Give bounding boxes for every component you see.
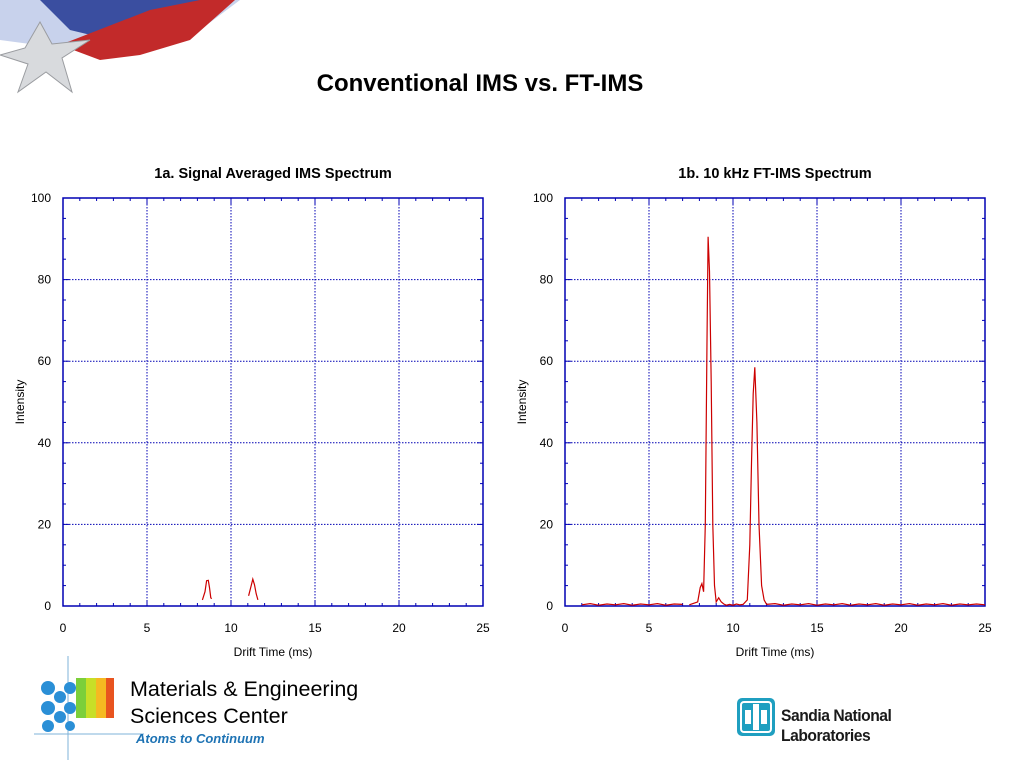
thunderbird-icon: [737, 698, 775, 736]
x-tick-label: 20: [392, 621, 406, 635]
corner-star-graphic: [0, 0, 240, 94]
y-tick-label: 80: [540, 273, 554, 287]
y-tick-label: 20: [540, 517, 554, 531]
x-tick-label: 10: [224, 621, 238, 635]
x-axis-label: Drift Time (ms): [234, 645, 313, 659]
plot-frame: [564, 197, 986, 607]
x-tick-label: 15: [810, 621, 824, 635]
series-line: [689, 236, 986, 606]
x-axis-label: Drift Time (ms): [736, 645, 815, 659]
y-tick-label: 100: [31, 191, 51, 205]
x-tick-label: 15: [308, 621, 322, 635]
center-name-line1: Materials & Engineering: [130, 677, 359, 701]
plot-frame: [62, 197, 484, 607]
y-tick-label: 80: [38, 273, 52, 287]
x-tick-label: 25: [476, 621, 490, 635]
chart-ft-ims: 1b. 10 kHz FT-IMS Spectrum 0 5 10 15 20 25 0 20 4…: [512, 160, 1012, 660]
y-tick-label: 0: [44, 599, 51, 613]
y-tick-label: 40: [38, 436, 52, 450]
y-tick-label: 60: [540, 354, 554, 368]
chart-title: 1a. Signal Averaged IMS Spectrum: [154, 166, 391, 182]
y-axis-label: Intensity: [13, 380, 27, 425]
x-tick-label: 10: [726, 621, 740, 635]
slide-title: Conventional IMS vs. FT-IMS: [316, 70, 644, 97]
chart-title: 1b. 10 kHz FT-IMS Spectrum: [678, 166, 871, 182]
x-tick-label: 25: [978, 621, 992, 635]
chart-svg: 1b. 10 kHz FT-IMS Spectrum 0 5 10 15 20 25 0 20 4…: [515, 166, 992, 659]
y-tick-label: 100: [533, 191, 553, 205]
y-tick-label: 60: [38, 354, 52, 368]
series-line: [581, 602, 683, 606]
x-tick-label: 5: [646, 621, 653, 635]
x-tick-label: 0: [60, 621, 67, 635]
y-tick-label: 20: [38, 517, 52, 531]
sandia-logo: Sandia National Laboratories: [737, 698, 977, 745]
chart-signal-averaged: 1a. Signal Averaged IMS Spectrum 0 5 10 15 20…: [10, 160, 510, 660]
y-tick-label: 40: [540, 436, 554, 450]
x-tick-label: 20: [894, 621, 908, 635]
mesc-logo: [34, 656, 144, 760]
lab-name: Sandia National Laboratories: [781, 706, 892, 745]
series-line: [248, 576, 259, 601]
chart-svg: 1a. Signal Averaged IMS Spectrum 0 5 10 15 20…: [13, 166, 490, 659]
y-axis-label: Intensity: [515, 380, 529, 425]
center-name: Materials & Engineering Sciences Center: [130, 676, 358, 730]
x-tick-label: 0: [562, 621, 569, 635]
x-tick-label: 5: [144, 621, 151, 635]
center-name-line2: Sciences Center: [130, 704, 288, 728]
y-tick-label: 0: [546, 599, 553, 613]
center-tagline: Atoms to Continuum: [136, 731, 265, 746]
series-line: [201, 579, 213, 601]
